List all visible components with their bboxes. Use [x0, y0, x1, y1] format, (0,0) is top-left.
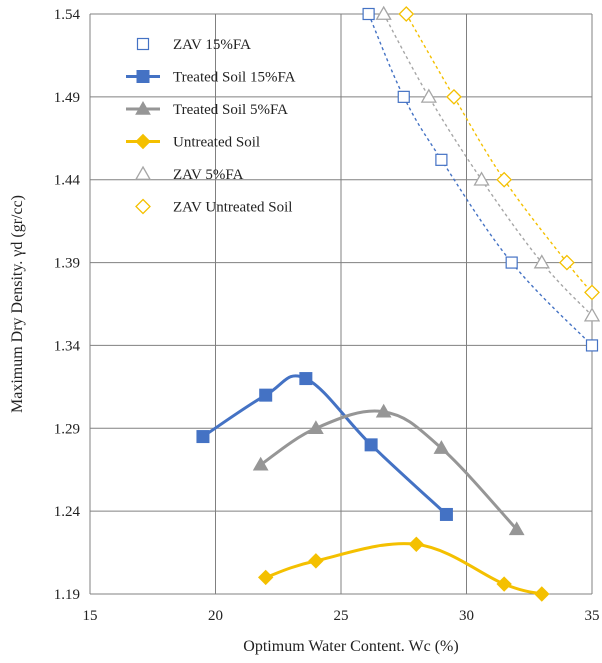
legend-marker: [136, 37, 150, 51]
legend-label: ZAV 15%FA: [173, 37, 251, 53]
x-tick-label: 25: [334, 608, 349, 624]
data-point: [408, 536, 425, 552]
legend-label: Untreated Soil: [173, 135, 260, 151]
data-point: [257, 569, 274, 586]
legend-label: Treated Soil 5%FA: [173, 102, 288, 118]
x-tick-label: 30: [459, 608, 474, 624]
grid: [89, 13, 593, 595]
legend-label: Treated Soil 15%FA: [173, 70, 296, 86]
data-point: [375, 5, 392, 20]
data-point: [196, 430, 210, 444]
legend: ZAV 15%FA Treated Soil 15%FA Treated Soil …: [126, 37, 296, 216]
legend-item: ZAV 5%FA: [134, 165, 244, 183]
data-point: [259, 388, 273, 402]
y-axis-title: Maximum Dry Density. γd (gr/cc): [9, 195, 26, 413]
series-line: [202, 374, 448, 516]
data-point: [496, 576, 512, 592]
y-tick-label: 1.19: [54, 587, 80, 603]
series-0: [362, 7, 599, 352]
data-point: [420, 88, 437, 103]
data-point: [397, 90, 410, 103]
data-point: [585, 339, 599, 352]
y-tick-label: 1.54: [54, 7, 81, 23]
data-point: [362, 7, 375, 21]
legend-marker: [134, 165, 152, 180]
tick-labels: 15 20 25 30 35 1.19 1.24 1.29 1.34 1.39 1.44 1.49 1.…: [54, 7, 600, 624]
x-axis-title: Optimum Water Content. Wc (%): [243, 638, 458, 655]
legend-item: Untreated Soil: [126, 133, 260, 151]
series-2: [252, 403, 525, 536]
y-tick-label: 1.44: [54, 173, 81, 189]
data-point: [558, 254, 575, 271]
plot-area: [196, 5, 601, 602]
series-1: [196, 372, 453, 521]
data-point: [505, 256, 518, 269]
legend-item: Treated Soil 5%FA: [126, 100, 288, 118]
legend-marker: [135, 100, 151, 115]
data-point: [299, 372, 313, 386]
legend-marker: [135, 133, 151, 150]
data-point: [375, 403, 392, 418]
y-tick-label: 1.24: [54, 504, 81, 520]
legend-item: ZAV 15%FA: [136, 37, 251, 53]
data-point: [533, 254, 550, 269]
data-point: [584, 284, 600, 301]
data-point: [364, 438, 378, 452]
data-point: [583, 307, 601, 322]
legend-label: ZAV 5%FA: [173, 167, 244, 183]
series-5: [398, 6, 600, 301]
legend-marker: [136, 70, 150, 83]
y-tick-label: 1.39: [54, 256, 80, 272]
x-tick-label: 15: [83, 608, 98, 624]
series-line: [383, 13, 593, 317]
data-point: [398, 6, 415, 22]
y-tick-label: 1.34: [54, 338, 81, 354]
x-tick-label: 35: [585, 608, 600, 624]
data-point: [534, 586, 550, 602]
data-point: [496, 171, 513, 188]
series-4: [375, 5, 601, 322]
data-point: [252, 456, 269, 471]
data-point: [508, 521, 525, 536]
legend-label: ZAV Untreated Soil: [173, 200, 292, 216]
data-point: [308, 553, 324, 569]
series-line: [367, 13, 593, 346]
legend-item: Treated Soil 15%FA: [126, 70, 296, 86]
y-tick-label: 1.49: [54, 90, 80, 106]
y-tick-label: 1.29: [54, 421, 80, 437]
legend-item: ZAV Untreated Soil: [135, 198, 292, 216]
data-point: [435, 153, 448, 166]
data-point: [439, 507, 453, 521]
series-line: [405, 13, 593, 293]
legend-marker: [135, 198, 151, 215]
data-point: [446, 88, 462, 105]
x-tick-label: 20: [208, 608, 223, 624]
data-point: [473, 171, 490, 186]
series-3: [257, 536, 550, 602]
data-point: [308, 420, 324, 435]
data-point: [433, 440, 450, 454]
